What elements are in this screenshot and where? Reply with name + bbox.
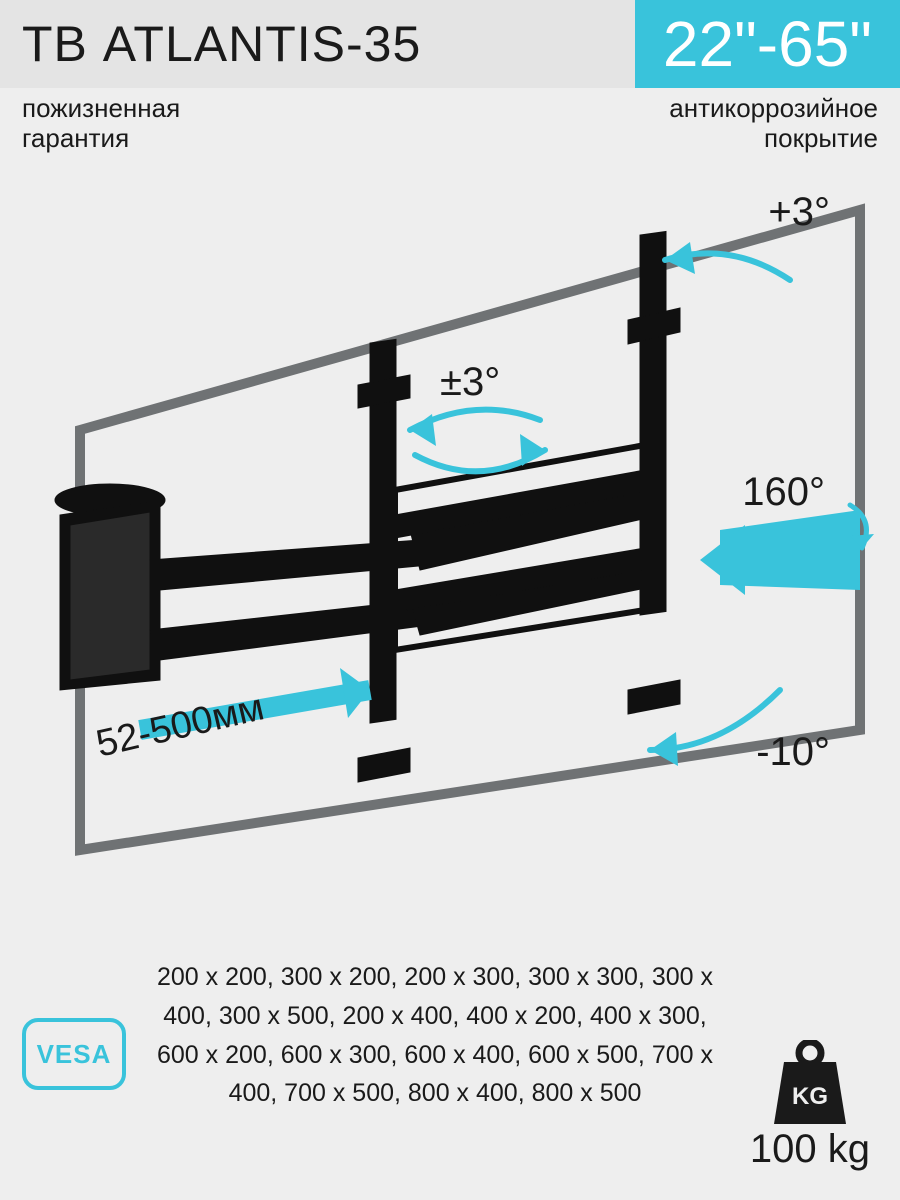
weight-icon: KG	[772, 1040, 848, 1126]
level-label: ±3°	[440, 360, 500, 405]
tilt-down-label: -10°	[756, 730, 830, 775]
footer-block: VESA 200 x 200, 300 x 200, 200 x 300, 30…	[0, 950, 900, 1200]
swivel-arrow	[700, 505, 874, 595]
product-title: ТВ ATLANTIS-35	[0, 0, 635, 88]
size-range-badge: 22"-65"	[635, 0, 900, 88]
level-arrow	[410, 410, 545, 472]
weight-block: KG 100 kg	[750, 1040, 870, 1172]
weight-icon-label: KG	[792, 1083, 828, 1110]
mount-diagram: +3° -10° ±3° 160° 52-500мм	[0, 170, 900, 870]
subheader: пожизненная гарантия антикоррозийное пок…	[0, 88, 900, 154]
tilt-up-label: +3°	[768, 190, 830, 235]
warranty-text: пожизненная гарантия	[22, 94, 180, 154]
swivel-label: 160°	[742, 470, 825, 515]
vesa-badge: VESA	[22, 1018, 126, 1090]
vesa-sizes-list: 200 x 200, 300 x 200, 200 x 300, 300 x 3…	[150, 958, 720, 1113]
weight-value: 100 kg	[750, 1127, 870, 1172]
vesa-badge-label: VESA	[37, 1039, 112, 1070]
coating-text: антикоррозийное покрытие	[669, 94, 878, 154]
header-bar: ТВ ATLANTIS-35 22"-65"	[0, 0, 900, 88]
warranty-line2: гарантия	[22, 123, 129, 153]
coating-line2: покрытие	[764, 123, 878, 153]
warranty-line1: пожизненная	[22, 93, 180, 123]
coating-line1: антикоррозийное	[669, 93, 878, 123]
